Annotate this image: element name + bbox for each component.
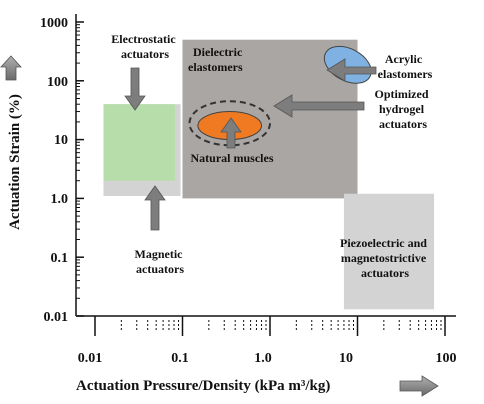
label-dielectric-elastomers: Dielectric elastomers <box>188 45 245 74</box>
label-piezo-line-2: magnetostrictive <box>341 251 427 265</box>
y-tick-label-10: 10 <box>54 133 68 148</box>
y-axis-title: Actuation Strain (%) <box>7 94 23 230</box>
label-natural-muscles: Natural muscles <box>191 151 274 165</box>
y-tick-label-1000: 1000 <box>40 16 68 31</box>
x-axis-right-arrow-icon <box>399 375 439 397</box>
acrylic-left-arrow-icon <box>326 58 377 82</box>
label-acrylic-line-1: Acrylic <box>385 52 423 66</box>
label-optimized-hydrogel-actuators: Optimized hydrogel actuators <box>375 87 432 131</box>
label-magnetic-actuators: Magnetic actuators <box>135 247 186 276</box>
label-electrostatic-actuators: Electrostatic actuators <box>111 32 178 61</box>
label-hydrogel-line-2: hydrogel <box>379 102 425 116</box>
y-tick-label-0-01: 0.01 <box>44 310 69 325</box>
annotation-labels: Electrostatic actuators Dielectric elast… <box>111 32 432 280</box>
label-electrostatic-line-2: actuators <box>121 47 169 61</box>
natural-up-arrow-icon <box>220 117 242 149</box>
label-hydrogel-line-3: actuators <box>379 117 427 131</box>
region-electrostatic-actuators <box>103 104 175 181</box>
x-tick-labels: 0.01 0.1 1.0 10 100 <box>78 351 457 366</box>
ticks-layer <box>76 21 446 336</box>
magnetic-up-arrow-icon <box>144 185 166 231</box>
electrostatic-down-arrow-icon <box>124 67 146 111</box>
label-piezoelectric-magnetostrictive-actuators: Piezoelectric and magnetostrictive actua… <box>340 236 430 280</box>
label-piezo-line-3: actuators <box>361 266 409 280</box>
y-tick-label-0-1: 0.1 <box>51 251 69 266</box>
y-tick-labels: 1000 100 10 1.0 0.1 0.01 <box>40 16 68 325</box>
y-tick-label-1: 1.0 <box>51 192 69 207</box>
x-tick-label-0-1: 0.1 <box>171 351 189 366</box>
x-tick-label-1: 1.0 <box>254 351 272 366</box>
hydrogel-left-arrow-icon <box>273 94 365 118</box>
label-acrylic-elastomers: Acrylic elastomers <box>378 52 433 81</box>
annotation-arrows <box>124 58 377 231</box>
label-dielectric-line-2: elastomers <box>188 60 243 74</box>
region-optimized-hydrogel-actuators <box>188 100 271 147</box>
x-tick-label-100: 100 <box>436 351 457 366</box>
y-axis-up-arrow-icon <box>0 55 22 81</box>
y-tick-label-100: 100 <box>47 75 68 90</box>
label-electrostatic-line-1: Electrostatic <box>111 32 176 46</box>
label-acrylic-line-2: elastomers <box>378 67 433 81</box>
label-magnetic-line-1: Magnetic <box>135 247 184 261</box>
region-piezoelectric-and-magnetostrictive-actuators <box>343 193 435 310</box>
x-tick-label-10: 10 <box>339 351 353 366</box>
x-tick-label-0-01: 0.01 <box>78 351 103 366</box>
label-magnetic-line-2: actuators <box>136 262 184 276</box>
label-hydrogel-line-1: Optimized <box>375 87 429 101</box>
x-axis-title: Actuation Pressure/Density (kPa m³/kg) <box>76 378 330 394</box>
label-dielectric-line-1: Dielectric <box>193 45 243 59</box>
label-piezo-line-1: Piezoelectric and <box>340 236 427 250</box>
